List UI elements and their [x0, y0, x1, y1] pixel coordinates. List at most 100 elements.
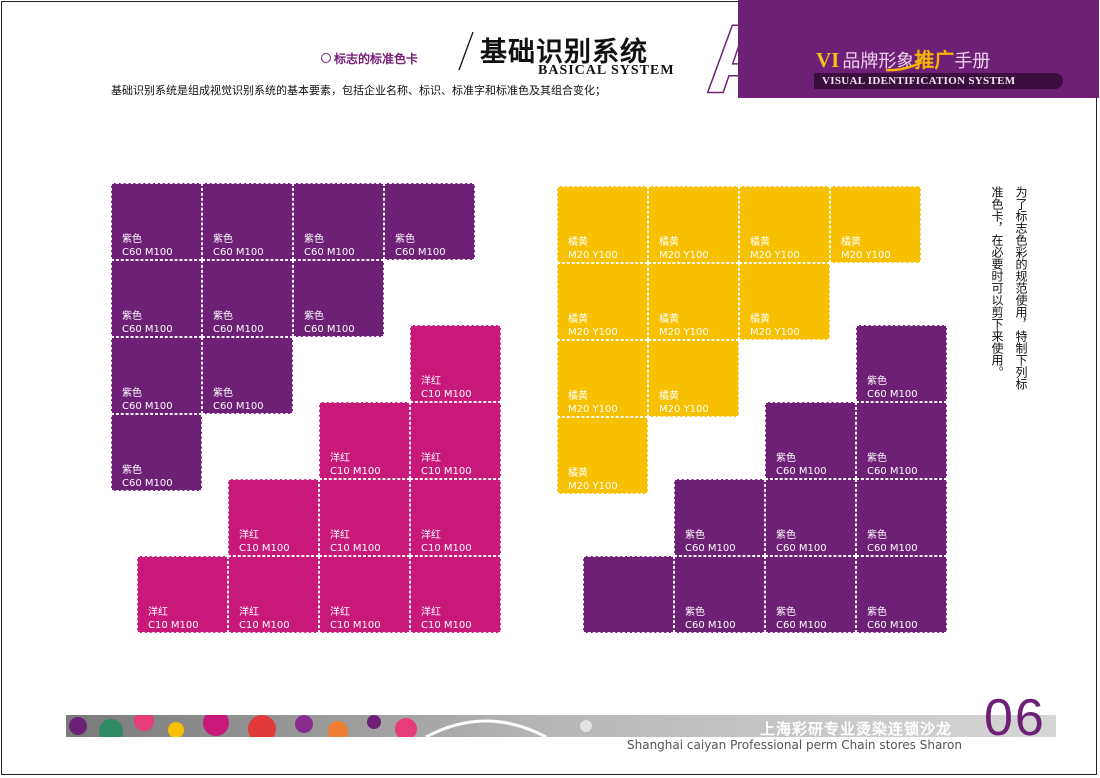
- swatch-color-name: 橘黄: [568, 314, 588, 325]
- swatch-color-name: 洋红: [421, 376, 441, 387]
- page-number: 06: [984, 689, 1046, 747]
- purple-a-swatch: 紫色 C60 M100: [202, 337, 293, 414]
- swatch-color-code: C60 M100: [685, 543, 736, 554]
- yellow-swatch: 橘黄 M20 Y100: [648, 340, 739, 417]
- footer-company-cn: 上海彩研专业烫染连锁沙龙: [760, 722, 953, 738]
- swatch-color-code: C60 M100: [213, 324, 264, 335]
- swatch-color-name: 紫色: [122, 234, 142, 245]
- swatch-color-code: C60 M100: [122, 324, 173, 335]
- swatch-color-code: C60 M100: [867, 620, 918, 631]
- purple-a-swatch: 紫色 C60 M100: [111, 260, 202, 337]
- swatch-color-code: M20 Y100: [568, 404, 618, 415]
- swatch-color-code: M20 Y100: [659, 250, 709, 261]
- purple-a-swatch: 紫色 C60 M100: [111, 183, 202, 260]
- swatch-color-name: 紫色: [776, 607, 796, 618]
- note-line-1: 为了标志色彩的规范使用，特制下列标: [1014, 186, 1028, 390]
- section-label: 标志的标准色卡: [321, 50, 418, 67]
- brand-part1: 品牌形象: [842, 51, 915, 72]
- brand-bar-text: VISUAL IDENTIFICATION SYSTEM: [822, 75, 1016, 87]
- swatch-color-name: 橘黄: [568, 237, 588, 248]
- swatch-color-code: M20 Y100: [841, 250, 891, 261]
- swatch-color-code: C10 M100: [421, 466, 472, 477]
- swatch-color-code: C10 M100: [421, 389, 472, 400]
- swatch-color-code: C60 M100: [395, 247, 446, 258]
- yellow-swatch: 橘黄 M20 Y100: [557, 263, 648, 340]
- swatch-color-name: 紫色: [685, 607, 705, 618]
- swatch-color-name: 紫色: [685, 530, 705, 541]
- swatch-color-code: C60 M100: [122, 401, 173, 412]
- swatch-color-name: 洋红: [421, 453, 441, 464]
- swatch-color-code: C60 M100: [122, 247, 173, 258]
- swatch-color-code: C10 M100: [148, 620, 199, 631]
- yellow-swatch: 橘黄 M20 Y100: [648, 263, 739, 340]
- section-label-text: 标志的标准色卡: [334, 52, 419, 66]
- purple-b-swatch: 紫色 C60 M100: [856, 402, 947, 479]
- swatch-color-name: 洋红: [421, 607, 441, 618]
- swatch-color-name: 紫色: [776, 530, 796, 541]
- swatch-color-code: C60 M100: [122, 478, 173, 489]
- page-title: 基础识别系统: [480, 37, 648, 68]
- swatch-color-name: 洋红: [239, 530, 259, 541]
- purple-b-swatch: 紫色 C60 M100: [856, 556, 947, 633]
- magenta-swatch: 洋红 C10 M100: [228, 556, 319, 633]
- purple-a-swatch: 紫色 C60 M100: [293, 260, 384, 337]
- note-line-2: 准色卡，在必要时可以剪下来使用。: [990, 186, 1004, 378]
- footer-decorative-strip: [66, 715, 1056, 737]
- slash-divider: [458, 31, 474, 71]
- magenta-swatch: 洋红 C10 M100: [228, 479, 319, 556]
- swatch-color-name: 洋红: [330, 530, 350, 541]
- magenta-swatch: 洋红 C10 M100: [410, 402, 501, 479]
- swatch-color-name: 紫色: [867, 530, 887, 541]
- swatch-color-name: 橘黄: [659, 314, 679, 325]
- purple-a-swatch: 紫色 C60 M100: [111, 337, 202, 414]
- swatch-color-name: 橘黄: [568, 391, 588, 402]
- magenta-swatch: 洋红 C10 M100: [410, 325, 501, 402]
- swatch-color-name: 紫色: [122, 465, 142, 476]
- yellow-swatch: 橘黄 M20 Y100: [648, 186, 739, 263]
- swatch-color-code: C60 M100: [213, 247, 264, 258]
- swatch-color-code: C60 M100: [776, 466, 827, 477]
- swatch-color-name: 紫色: [304, 311, 324, 322]
- swatch-color-code: C10 M100: [239, 543, 290, 554]
- brand-vi: VI: [816, 48, 840, 72]
- swatch-color-name: 洋红: [421, 530, 441, 541]
- brand-part2: 手册: [954, 51, 991, 72]
- magenta-swatch: 洋红 C10 M100: [410, 479, 501, 556]
- swatch-color-name: 洋红: [148, 607, 168, 618]
- swatch-color-name: 橘黄: [841, 237, 861, 248]
- page-subtitle: BASICAL SYSTEM: [538, 63, 675, 78]
- purple-a-swatch: 紫色 C60 M100: [111, 414, 202, 491]
- swatch-color-name: 紫色: [122, 388, 142, 399]
- swatch-color-code: M20 Y100: [568, 481, 618, 492]
- swatch-color-code: C60 M100: [867, 543, 918, 554]
- swatch-color-code: C60 M100: [304, 247, 355, 258]
- swatch-color-code: M20 Y100: [750, 250, 800, 261]
- swatch-color-code: C10 M100: [421, 543, 472, 554]
- swatch-color-code: C10 M100: [421, 620, 472, 631]
- purple-a-swatch: 紫色 C60 M100: [293, 183, 384, 260]
- magenta-swatch: 洋红 C10 M100: [410, 556, 501, 633]
- magenta-swatch: 洋红 C10 M100: [319, 402, 410, 479]
- purple-a-swatch: 紫色 C60 M100: [202, 260, 293, 337]
- yellow-swatch: 橘黄 M20 Y100: [739, 263, 830, 340]
- brand-bar: [814, 73, 1063, 89]
- swatch-color-name: 橘黄: [659, 391, 679, 402]
- swatch-color-code: C10 M100: [330, 466, 381, 477]
- yellow-swatch: 橘黄 M20 Y100: [739, 186, 830, 263]
- brand-title: VI 品牌形象推广手册: [816, 44, 990, 73]
- swatch-color-code: C10 M100: [239, 620, 290, 631]
- yellow-swatch: 橘黄 M20 Y100: [557, 186, 648, 263]
- swatch-color-name: 橘黄: [659, 237, 679, 248]
- swatch-color-name: 紫色: [867, 376, 887, 387]
- circle-icon: [321, 53, 331, 63]
- swatch-color-code: M20 Y100: [659, 327, 709, 338]
- purple-a-swatch: 紫色 C60 M100: [202, 183, 293, 260]
- yellow-swatch: 橘黄 M20 Y100: [557, 417, 648, 494]
- swatch-color-name: 紫色: [867, 453, 887, 464]
- swatch-color-name: 紫色: [213, 234, 233, 245]
- swatch-color-name: 紫色: [395, 234, 415, 245]
- swatch-color-name: 洋红: [239, 607, 259, 618]
- swatch-color-code: C60 M100: [776, 620, 827, 631]
- swatch-color-code: C60 M100: [685, 620, 736, 631]
